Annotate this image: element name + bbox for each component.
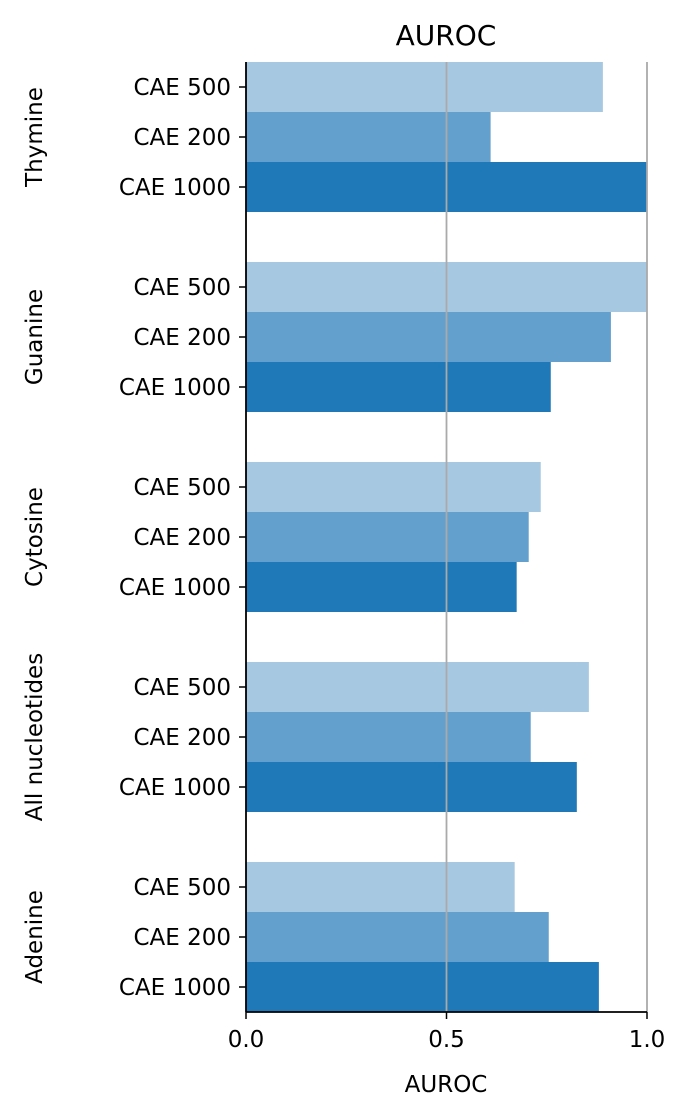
y-tick-labels: CAE 500 CAE 200 CAE 1000 CAE 500 CAE 200 CAE … bbox=[119, 75, 246, 1001]
group-label: Cytosine bbox=[22, 487, 48, 587]
x-tick-label: 0.0 bbox=[228, 1027, 265, 1053]
x-tick-labels: 0.0 0.5 1.0 bbox=[228, 1012, 666, 1053]
bar bbox=[246, 562, 517, 612]
x-tick-label: 1.0 bbox=[629, 1027, 666, 1053]
y-tick-label: CAE 1000 bbox=[119, 375, 231, 401]
reference-lines bbox=[445, 62, 648, 1012]
x-tick-label: 0.5 bbox=[428, 1027, 465, 1053]
y-tick-label: CAE 1000 bbox=[119, 775, 231, 801]
y-tick-label: CAE 500 bbox=[133, 675, 231, 701]
y-tick-label: CAE 1000 bbox=[119, 175, 231, 201]
bar bbox=[246, 862, 515, 912]
bar bbox=[246, 62, 603, 112]
y-tick-label: CAE 1000 bbox=[119, 575, 231, 601]
bar bbox=[246, 362, 551, 412]
group-label: All nucleotides bbox=[22, 653, 48, 821]
x-axis-label: AUROC bbox=[405, 1072, 488, 1098]
y-tick-label: CAE 200 bbox=[133, 925, 231, 951]
bar bbox=[246, 312, 611, 362]
group-labels: Thymine Guanine Cytosine All nucleotides Ade… bbox=[22, 87, 48, 984]
bar bbox=[246, 762, 577, 812]
y-tick-label: CAE 200 bbox=[133, 325, 231, 351]
y-tick-label: CAE 200 bbox=[133, 125, 231, 151]
bar bbox=[246, 912, 549, 962]
bar bbox=[246, 462, 541, 512]
y-tick-label: CAE 500 bbox=[133, 475, 231, 501]
chart-title: AUROC bbox=[396, 19, 497, 52]
y-tick-label: CAE 500 bbox=[133, 75, 231, 101]
group-label: Guanine bbox=[22, 289, 48, 385]
y-tick-label: CAE 500 bbox=[133, 875, 231, 901]
bar bbox=[246, 112, 491, 162]
bars-layer bbox=[246, 62, 647, 1012]
y-tick-label: CAE 200 bbox=[133, 525, 231, 551]
group-label: Thymine bbox=[22, 87, 48, 188]
bar bbox=[246, 512, 529, 562]
y-tick-label: CAE 500 bbox=[133, 275, 231, 301]
bar bbox=[246, 662, 589, 712]
y-tick-label: CAE 200 bbox=[133, 725, 231, 751]
bar bbox=[246, 962, 599, 1012]
group-label: Adenine bbox=[22, 890, 48, 984]
y-tick-label: CAE 1000 bbox=[119, 975, 231, 1001]
bar bbox=[246, 712, 531, 762]
